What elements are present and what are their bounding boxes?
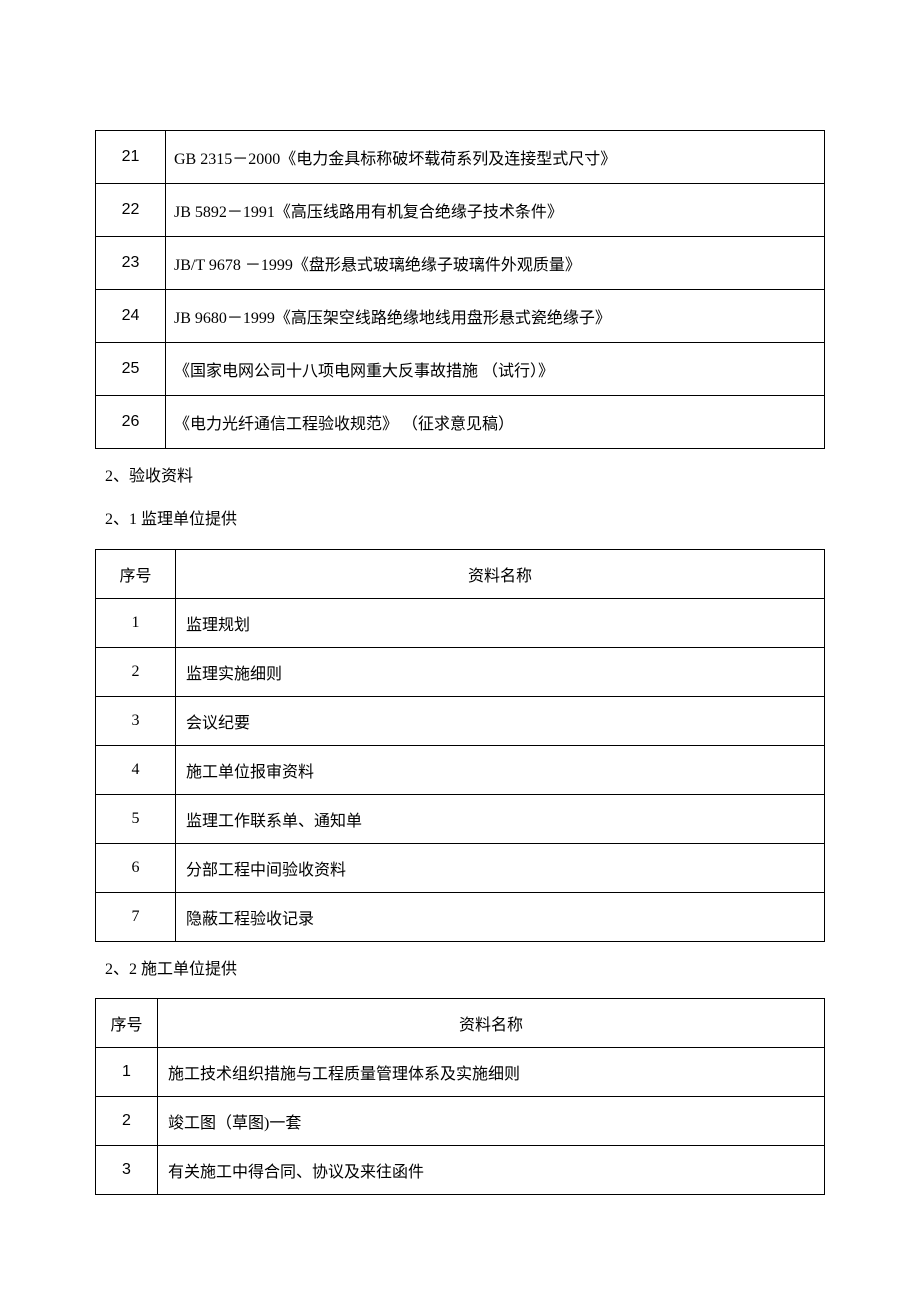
table-row: 23 JB/T 9678 －1999《盘形悬式玻璃绝缘子玻璃件外观质量》 (96, 237, 825, 290)
row-content: 监理规划 (176, 598, 825, 647)
row-content: 《电力光纤通信工程验收规范》 （征求意见稿） (166, 396, 825, 449)
row-content: 监理工作联系单、通知单 (176, 794, 825, 843)
row-number: 23 (96, 237, 166, 290)
table-row: 2 竣工图（草图)一套 (96, 1097, 825, 1146)
row-content: JB 9680－1999《高压架空线路绝缘地线用盘形悬式瓷绝缘子》 (166, 290, 825, 343)
table-row: 26 《电力光纤通信工程验收规范》 （征求意见稿） (96, 396, 825, 449)
standards-table: 21 GB 2315－2000《电力金具标称破坏载荷系列及连接型式尺寸》 22 … (95, 130, 825, 449)
table-row: 21 GB 2315－2000《电力金具标称破坏载荷系列及连接型式尺寸》 (96, 131, 825, 184)
row-number: 1 (96, 1048, 158, 1097)
row-number: 3 (96, 1146, 158, 1195)
row-content: 隐蔽工程验收记录 (176, 892, 825, 941)
row-number: 21 (96, 131, 166, 184)
row-number: 26 (96, 396, 166, 449)
table-row: 22 JB 5892－1991《高压线路用有机复合绝缘子技术条件》 (96, 184, 825, 237)
table-row: 3 会议纪要 (96, 696, 825, 745)
row-number: 5 (96, 794, 176, 843)
row-number: 3 (96, 696, 176, 745)
row-number: 25 (96, 343, 166, 396)
section-heading-accept-materials: 2、验收资料 (105, 463, 825, 492)
row-content: 分部工程中间验收资料 (176, 843, 825, 892)
construction-materials-table: 序号 资料名称 1 施工技术组织措施与工程质量管理体系及实施细则 2 竣工图（草… (95, 998, 825, 1195)
table-row: 7 隐蔽工程验收记录 (96, 892, 825, 941)
row-number: 1 (96, 598, 176, 647)
row-number: 2 (96, 647, 176, 696)
row-content: 监理实施细则 (176, 647, 825, 696)
table-row: 1 施工技术组织措施与工程质量管理体系及实施细则 (96, 1048, 825, 1097)
construction-tbody: 序号 资料名称 1 施工技术组织措施与工程质量管理体系及实施细则 2 竣工图（草… (96, 999, 825, 1195)
row-content: 施工单位报审资料 (176, 745, 825, 794)
table-row: 6 分部工程中间验收资料 (96, 843, 825, 892)
table-row: 24 JB 9680－1999《高压架空线路绝缘地线用盘形悬式瓷绝缘子》 (96, 290, 825, 343)
row-number: 7 (96, 892, 176, 941)
table-header-row: 序号 资料名称 (96, 999, 825, 1048)
header-number: 序号 (96, 549, 176, 598)
row-content: 竣工图（草图)一套 (158, 1097, 825, 1146)
section-heading-construction-unit: 2、2 施工单位提供 (105, 956, 825, 985)
supervision-tbody: 序号 资料名称 1 监理规划 2 监理实施细则 3 会议纪要 4 施工单位报审资… (96, 549, 825, 941)
row-number: 22 (96, 184, 166, 237)
table-row: 3 有关施工中得合同、协议及来往函件 (96, 1146, 825, 1195)
header-number: 序号 (96, 999, 158, 1048)
row-number: 4 (96, 745, 176, 794)
row-content: 施工技术组织措施与工程质量管理体系及实施细则 (158, 1048, 825, 1097)
table-row: 25 《国家电网公司十八项电网重大反事故措施 （试行）》 (96, 343, 825, 396)
row-number: 2 (96, 1097, 158, 1146)
standards-tbody: 21 GB 2315－2000《电力金具标称破坏载荷系列及连接型式尺寸》 22 … (96, 131, 825, 449)
row-content: GB 2315－2000《电力金具标称破坏载荷系列及连接型式尺寸》 (166, 131, 825, 184)
row-content: 《国家电网公司十八项电网重大反事故措施 （试行）》 (166, 343, 825, 396)
table-row: 5 监理工作联系单、通知单 (96, 794, 825, 843)
table-header-row: 序号 资料名称 (96, 549, 825, 598)
section-heading-supervision-unit: 2、1 监理单位提供 (105, 506, 825, 535)
row-number: 24 (96, 290, 166, 343)
row-number: 6 (96, 843, 176, 892)
row-content: 会议纪要 (176, 696, 825, 745)
table-row: 4 施工单位报审资料 (96, 745, 825, 794)
row-content: 有关施工中得合同、协议及来往函件 (158, 1146, 825, 1195)
table-row: 2 监理实施细则 (96, 647, 825, 696)
table-row: 1 监理规划 (96, 598, 825, 647)
supervision-materials-table: 序号 资料名称 1 监理规划 2 监理实施细则 3 会议纪要 4 施工单位报审资… (95, 549, 825, 942)
row-content: JB/T 9678 －1999《盘形悬式玻璃绝缘子玻璃件外观质量》 (166, 237, 825, 290)
row-content: JB 5892－1991《高压线路用有机复合绝缘子技术条件》 (166, 184, 825, 237)
header-name: 资料名称 (176, 549, 825, 598)
header-name: 资料名称 (158, 999, 825, 1048)
